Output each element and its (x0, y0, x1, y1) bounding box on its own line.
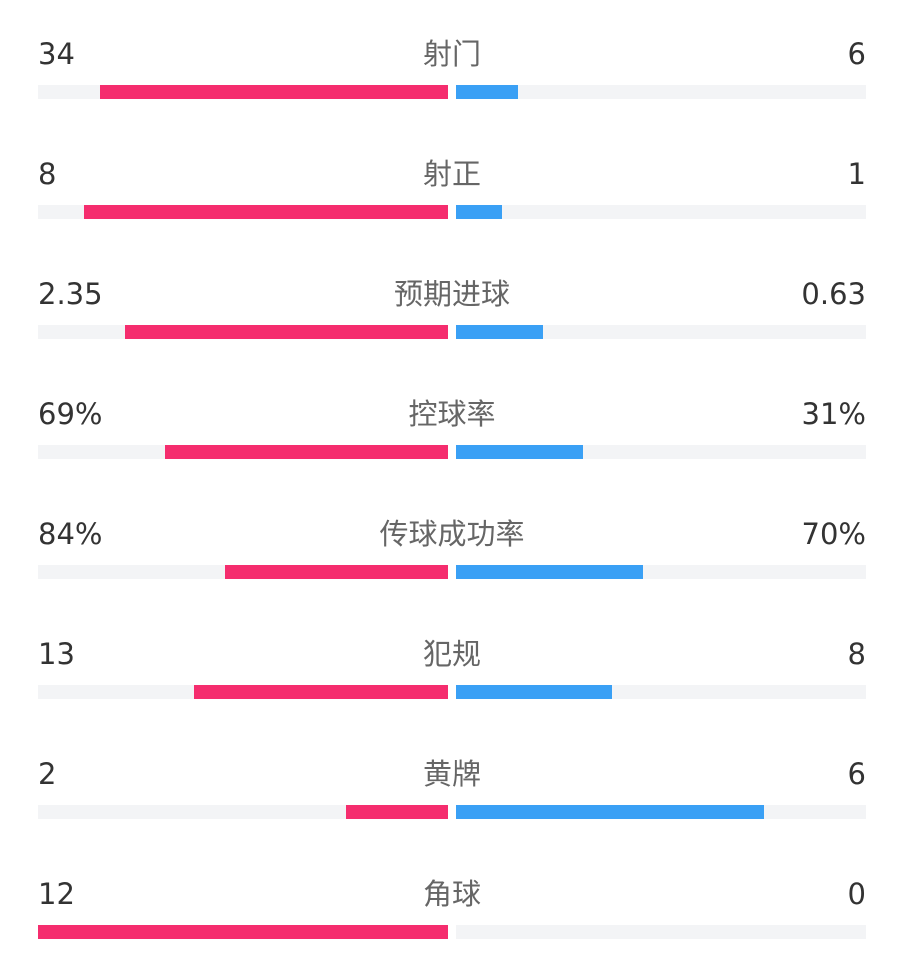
home-value: 84% (38, 517, 103, 551)
stat-row-possession: 69% 控球率 31% (0, 394, 904, 494)
home-bar (194, 685, 448, 699)
home-bar-track (38, 565, 448, 579)
stat-row-shots: 34 射门 6 (0, 34, 904, 134)
away-bar-track (456, 325, 866, 339)
home-value: 13 (38, 637, 75, 671)
stat-row-corners: 12 角球 0 (0, 874, 904, 974)
away-value: 0.63 (801, 277, 866, 311)
away-value: 6 (847, 37, 866, 71)
home-bar (345, 805, 448, 819)
stat-row-shots-on-target: 8 射正 1 (0, 154, 904, 254)
away-value: 8 (847, 637, 866, 671)
away-bar-track (456, 445, 866, 459)
stat-row-fouls: 13 犯规 8 (0, 634, 904, 734)
stat-label: 犯规 (422, 637, 481, 671)
away-bar (456, 565, 643, 579)
away-bar (456, 85, 518, 99)
away-value: 0 (847, 877, 866, 911)
away-bar (456, 445, 584, 459)
stat-row-pass-accuracy: 84% 传球成功率 70% (0, 514, 904, 614)
away-bar-track (456, 85, 866, 99)
away-bar-track (456, 205, 866, 219)
home-value: 34 (38, 37, 75, 71)
away-value: 6 (847, 757, 866, 791)
away-bar (456, 805, 764, 819)
away-bar (456, 205, 502, 219)
stat-label: 黄牌 (422, 757, 481, 791)
stat-row-yellow-cards: 2 黄牌 6 (0, 754, 904, 854)
home-value: 8 (38, 157, 57, 191)
home-bar (38, 925, 448, 939)
home-bar-track (38, 445, 448, 459)
home-bar-track (38, 805, 448, 819)
home-bar-track (38, 685, 448, 699)
away-value: 1 (847, 157, 866, 191)
away-bar (456, 325, 543, 339)
stat-label: 传球成功率 (379, 517, 525, 551)
stat-label: 射正 (422, 157, 481, 191)
away-bar-track (456, 565, 866, 579)
stat-label: 射门 (422, 37, 481, 71)
stat-label: 控球率 (408, 397, 496, 431)
stat-row-expected-goals: 2.35 预期进球 0.63 (0, 274, 904, 374)
stat-label: 角球 (422, 877, 481, 911)
home-bar-track (38, 85, 448, 99)
home-bar (165, 445, 448, 459)
home-value: 69% (38, 397, 103, 431)
home-bar-track (38, 925, 448, 939)
home-bar (224, 565, 448, 579)
home-bar (99, 85, 448, 99)
away-bar-track (456, 925, 866, 939)
home-bar (83, 205, 448, 219)
home-bar-track (38, 205, 448, 219)
away-bar-track (456, 685, 866, 699)
home-value: 2 (38, 757, 57, 791)
home-value: 12 (38, 877, 75, 911)
away-value: 70% (801, 517, 866, 551)
away-value: 31% (801, 397, 866, 431)
away-bar-track (456, 805, 866, 819)
stat-label: 预期进球 (393, 277, 510, 311)
home-bar (124, 325, 448, 339)
home-bar-track (38, 325, 448, 339)
home-value: 2.35 (38, 277, 103, 311)
away-bar (456, 685, 613, 699)
